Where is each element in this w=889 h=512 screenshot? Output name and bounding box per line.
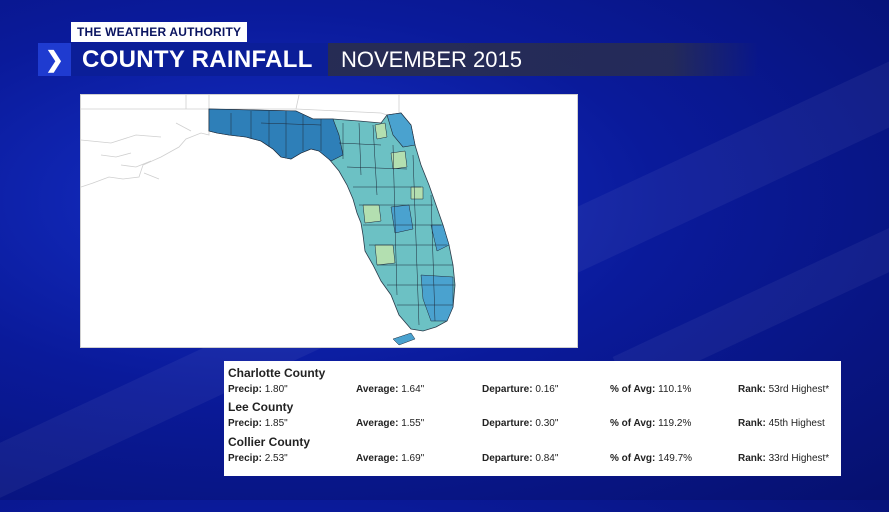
precip-label: Precip:	[228, 418, 262, 429]
rank-label: Rank:	[738, 384, 766, 395]
pct-avg-label: % of Avg:	[610, 384, 656, 395]
county-borders	[230, 111, 455, 326]
rank-value: 45th Highest	[768, 418, 825, 429]
precip-label: Precip:	[228, 384, 262, 395]
average-value: 1.64"	[401, 384, 425, 395]
county-name: Lee County	[228, 400, 294, 414]
departure-label: Departure:	[482, 418, 533, 429]
chevron-right-icon: ❯	[38, 43, 71, 76]
average-value: 1.69"	[401, 453, 425, 464]
average-label: Average:	[356, 418, 399, 429]
brand-label: THE WEATHER AUTHORITY	[71, 22, 248, 42]
pct-avg-value: 119.2%	[658, 418, 692, 429]
departure-label: Departure:	[482, 453, 533, 464]
departure-label: Departure:	[482, 384, 533, 395]
county-name: Charlotte County	[228, 366, 326, 380]
precip-value: 1.85"	[264, 418, 288, 429]
northeast-region	[386, 112, 416, 148]
departure-value: 0.16"	[535, 384, 559, 395]
page-subtitle: NOVEMBER 2015	[328, 43, 758, 76]
pct-avg-label: % of Avg:	[610, 418, 656, 429]
rank-label: Rank:	[738, 418, 766, 429]
light-patch	[390, 150, 408, 170]
light-patch	[374, 244, 396, 266]
rank-label: Rank:	[738, 453, 766, 464]
panhandle-region	[208, 108, 344, 162]
precip-value: 1.80"	[264, 384, 288, 395]
precip-value: 2.53"	[264, 453, 288, 464]
page-title: COUNTY RAINFALL	[71, 43, 328, 76]
keys-region	[392, 332, 416, 346]
rank-value: 33rd Highest*	[768, 453, 830, 464]
central-blue-region	[390, 204, 414, 234]
light-patch	[374, 122, 388, 140]
departure-value: 0.30"	[535, 418, 559, 429]
county-name: Collier County	[228, 435, 311, 449]
pct-avg-value: 110.1%	[658, 384, 692, 395]
pct-avg-value: 149.7%	[658, 453, 693, 464]
average-label: Average:	[356, 453, 399, 464]
average-label: Average:	[356, 384, 399, 395]
light-patch	[410, 186, 424, 200]
south-blue-region	[420, 274, 454, 322]
precip-label: Precip:	[228, 453, 262, 464]
map-svg	[81, 95, 456, 346]
pct-avg-label: % of Avg:	[610, 453, 656, 464]
light-patch	[362, 204, 382, 224]
rank-value: 53rd Highest*	[768, 384, 830, 395]
county-stats-panel: Charlotte County Precip: 1.80" Average: …	[224, 361, 841, 476]
florida-rainfall-map	[80, 94, 578, 348]
average-value: 1.55"	[401, 418, 425, 429]
departure-value: 0.84"	[535, 453, 559, 464]
